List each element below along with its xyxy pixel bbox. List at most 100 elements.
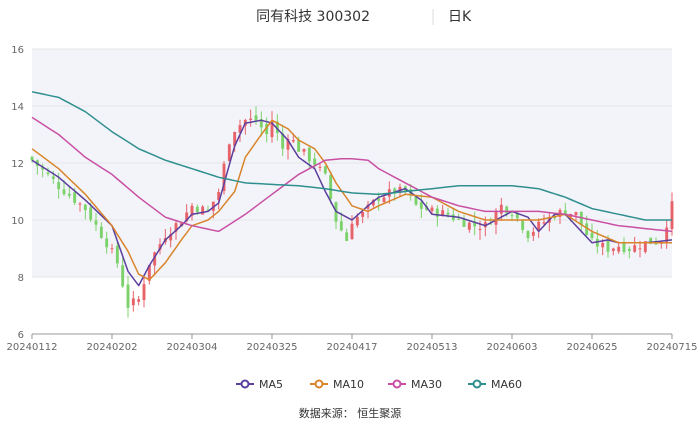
candle-body (473, 221, 477, 227)
candle-body (217, 191, 221, 200)
candle-body (595, 238, 599, 247)
x-tick-label: 20240417 (327, 342, 378, 353)
candle-body (99, 226, 103, 238)
candle-body (110, 248, 114, 250)
candle-body (302, 148, 306, 152)
candle-body (377, 198, 381, 201)
candle-body (126, 284, 130, 308)
candle-body (195, 206, 199, 212)
candle-body (489, 223, 493, 225)
candle-body (462, 219, 466, 227)
x-tick-label: 20240112 (7, 342, 58, 353)
candle-body (323, 166, 327, 174)
candle-body (62, 189, 66, 195)
period-label: 日K (448, 9, 472, 25)
candle-body (382, 197, 386, 202)
candle-body (201, 206, 205, 215)
candle-body (542, 222, 546, 224)
x-axis: 20240112 20240202 20240304 20240325 20240417… (7, 333, 698, 353)
candle-body (531, 231, 535, 236)
candle-body (313, 158, 317, 165)
candle-body (185, 212, 189, 221)
candle-body (510, 215, 514, 217)
data-source: 数据来源： 恒生聚源 (299, 406, 402, 420)
background-band (32, 49, 672, 106)
candle-body (553, 216, 557, 219)
legend: MA5 MA10 MA30 MA60 (236, 378, 522, 391)
candle-body (478, 229, 482, 231)
candle-body (361, 211, 365, 217)
title-group: 同有科技 300302 日K (256, 9, 472, 25)
candle-body (73, 192, 77, 203)
y-tick-label: 12 (11, 159, 24, 170)
candle-body (643, 241, 647, 252)
candle-body (222, 163, 226, 191)
candle-body (51, 176, 55, 179)
candle-body (483, 222, 487, 228)
candle-body (94, 220, 98, 225)
candle-body (137, 299, 141, 302)
x-tick-label: 20240202 (87, 342, 138, 353)
candle-body (499, 204, 503, 214)
legend-marker-ma5 (240, 379, 250, 389)
candle-body (622, 243, 626, 253)
candle-body (147, 265, 151, 281)
candle-body (654, 243, 658, 245)
candle-body (67, 193, 71, 196)
candle-body (617, 246, 621, 252)
candle-body (227, 144, 231, 161)
candle-body (670, 201, 674, 229)
candle-body (371, 199, 375, 206)
legend-marker-ma60 (472, 379, 482, 389)
candle-body (467, 222, 471, 230)
candle-body (435, 208, 439, 217)
candle-body (275, 121, 279, 133)
candle-body (601, 242, 605, 248)
candle-body (121, 265, 125, 287)
candle-body (249, 118, 253, 120)
candle-body (339, 221, 343, 231)
candle-body (638, 248, 642, 250)
candle-body (153, 252, 157, 266)
candle-body (254, 115, 258, 121)
candle-body (174, 223, 178, 232)
candle-body (307, 147, 311, 162)
candle-body (563, 210, 567, 216)
y-tick-label: 8 (18, 273, 24, 284)
candle-body (115, 245, 119, 264)
candle-body (590, 232, 594, 239)
candle-body (105, 238, 109, 248)
candle-body (83, 204, 87, 211)
candle-body (89, 207, 93, 220)
chart-title: 同有科技 300302 (256, 9, 370, 25)
candle-body (169, 234, 173, 241)
x-tick-label: 20240625 (567, 342, 618, 353)
legend-label-ma10: MA10 (333, 378, 364, 391)
candle-body (606, 240, 610, 252)
candle-body (190, 205, 194, 216)
candle-body (30, 156, 34, 161)
candle-body (318, 166, 322, 168)
candle-body (526, 231, 530, 239)
candle-body (521, 220, 525, 230)
candle-body (633, 245, 637, 252)
ma-line-ma60 (31, 91, 672, 221)
candle-body (78, 203, 82, 205)
candle-body (281, 133, 285, 149)
candle-body (574, 212, 578, 216)
candle-body (414, 196, 418, 205)
candle-body (265, 123, 269, 135)
legend-label-ma60: MA60 (491, 378, 522, 391)
candle-body (57, 182, 61, 190)
x-tick-label: 20240715 (647, 342, 698, 353)
x-tick-label: 20240513 (407, 342, 458, 353)
legend-label-ma30: MA30 (411, 378, 442, 391)
y-tick-label: 14 (11, 102, 24, 113)
candle-body (355, 216, 359, 226)
candle-body (627, 248, 631, 252)
candle-body (259, 119, 263, 128)
y-tick-label: 6 (18, 330, 24, 341)
candle-body (329, 175, 333, 199)
candle-body (665, 227, 669, 242)
candle-body (515, 212, 519, 219)
